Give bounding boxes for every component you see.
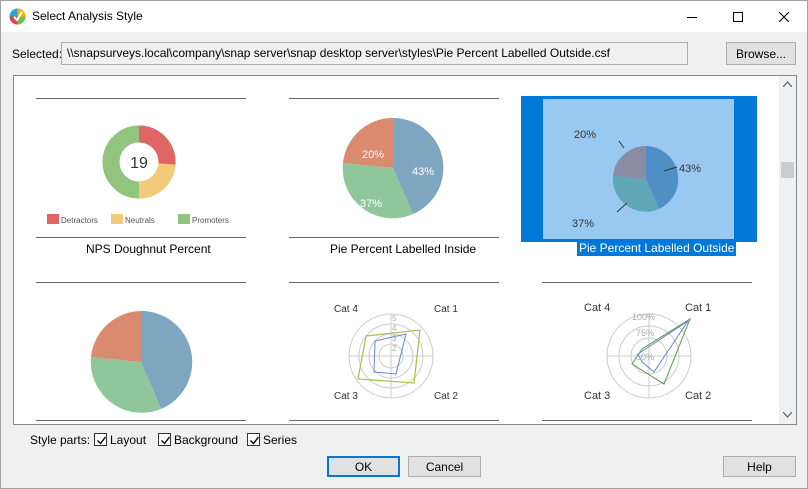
radar-tick-5: 5 <box>392 314 397 323</box>
pie-slice-37 <box>342 163 413 219</box>
nps-doughnut-chart: 19 <box>102 125 176 199</box>
checkmark-icon <box>250 436 260 445</box>
selected-path-field[interactable]: \\snapsurveys.local\company\snap server\… <box>61 42 688 65</box>
radar-tick-3: 3 <box>392 334 397 343</box>
title-bar: Select Analysis Style <box>1 1 807 32</box>
legend-swatch-detractors <box>47 214 59 224</box>
scroll-up-icon[interactable] <box>783 81 792 87</box>
tile-top-rule <box>542 282 752 283</box>
radar-cat-2: Cat 2 <box>685 390 712 402</box>
style-preview-background: 20% 43% 37% <box>543 99 734 239</box>
scroll-thumb[interactable] <box>781 162 794 178</box>
pie-slice-37 <box>612 176 659 212</box>
tile-top-rule <box>289 98 499 99</box>
radar-cat-1: Cat 1 <box>434 304 458 315</box>
pie-inside-chart: 43% 37% 20% <box>342 117 444 219</box>
checkmark-icon <box>161 436 171 445</box>
radar-tick-4: 4 <box>392 324 397 333</box>
pie-outside-chart: 20% 43% 37% <box>572 129 701 230</box>
selected-label: Selected: <box>12 47 63 61</box>
pie-label-43: 43% <box>679 163 701 175</box>
pie-slice-20 <box>343 117 393 168</box>
pie-slice-43 <box>646 146 679 209</box>
radar-tick-2: 2 <box>392 344 397 353</box>
tile-top-rule <box>36 98 246 99</box>
radar-chart-values: 5 4 3 2 <box>348 313 434 399</box>
style-parts-label: Style parts: <box>30 433 91 447</box>
tile-top-rule <box>289 282 499 283</box>
radar-cat-4: Cat 4 <box>584 302 611 314</box>
layout-checkbox[interactable] <box>94 433 107 446</box>
style-tile-nps-doughnut[interactable]: 19 Detractors Neutrals Promoters NPS Dou… <box>14 76 264 266</box>
checkmark-icon <box>97 436 107 445</box>
radar-cat-4: Cat 4 <box>334 304 358 315</box>
pie-label-37: 37% <box>360 198 382 210</box>
doughnut-center-value: 19 <box>130 155 148 172</box>
tile-bottom-rule <box>36 237 246 238</box>
series-checkbox-label[interactable]: Series <box>263 433 298 447</box>
maximize-icon <box>733 11 743 22</box>
pie-slice-43 <box>393 117 444 214</box>
tile-bottom-rule <box>542 420 752 421</box>
radar-chart-percent: 100% 75% 50% <box>606 312 692 399</box>
style-tile-pie-plain[interactable] <box>14 266 264 424</box>
radar-tick-75: 75% <box>636 328 654 338</box>
doughnut-detractors-segment <box>138 125 176 165</box>
legend-swatch-neutrals <box>111 214 123 224</box>
maximize-button[interactable] <box>715 1 761 32</box>
style-tile-pie-outside[interactable]: 20% 43% 37% Pie Percent Labelled Outside <box>14 76 796 266</box>
legend-label-detractors: Detractors <box>61 216 98 225</box>
pie-slice-green <box>90 357 161 413</box>
radar-cat-3: Cat 3 <box>334 391 358 402</box>
pie-slice-red <box>91 311 141 362</box>
radar-tick-50: 50% <box>636 352 654 362</box>
pie-label-20: 20% <box>574 129 596 141</box>
pie-label-20: 20% <box>362 149 384 161</box>
tile-bottom-rule <box>36 420 246 421</box>
style-name-selected: Pie Percent Labelled Outside <box>577 240 737 256</box>
minimize-icon <box>687 16 697 18</box>
legend-label-neutrals: Neutrals <box>125 216 155 225</box>
tile-top-rule <box>36 282 246 283</box>
series-checkbox[interactable] <box>247 433 260 446</box>
close-button[interactable] <box>761 1 807 32</box>
legend-label-promoters: Promoters <box>192 216 229 225</box>
window-title: Select Analysis Style <box>32 9 143 23</box>
radar-tick-100: 100% <box>632 312 655 322</box>
snap-app-icon <box>9 8 26 25</box>
layout-checkbox-label[interactable]: Layout <box>110 433 147 447</box>
pie-label-37: 37% <box>572 218 594 230</box>
style-tile-radar-values[interactable]: 5 4 3 2 Cat 4 Cat 1 Cat 3 Cat 2 <box>264 266 514 424</box>
close-icon <box>779 11 789 22</box>
scroll-down-icon[interactable] <box>783 412 792 418</box>
style-tile-radar-percent[interactable]: 100% 75% 50% Cat 4 Cat 1 Cat 3 Cat 2 <box>514 266 784 424</box>
pie-slice-20 <box>613 145 646 179</box>
style-name: Pie Percent Labelled Inside <box>330 242 477 256</box>
tile-bottom-rule <box>289 420 499 421</box>
pie-slice-blue <box>141 310 193 409</box>
background-checkbox-label[interactable]: Background <box>174 433 239 447</box>
minimize-button[interactable] <box>669 1 715 32</box>
doughnut-neutrals-segment <box>138 162 176 199</box>
radar-cat-1: Cat 1 <box>685 302 712 314</box>
legend-swatch-promoters <box>178 214 190 224</box>
cancel-button[interactable]: Cancel <box>408 456 481 477</box>
style-name: NPS Doughnut Percent <box>86 242 211 256</box>
browse-button[interactable]: Browse... <box>726 42 796 65</box>
selection-highlight: 20% 43% 37% <box>521 96 757 242</box>
help-button[interactable]: Help <box>723 456 796 477</box>
pie-plain-chart <box>90 310 193 413</box>
style-tile-pie-inside[interactable]: 43% 37% 20% Pie Percent Labelled Inside <box>14 76 514 266</box>
tile-bottom-rule <box>289 237 499 238</box>
style-gallery[interactable]: 19 Detractors Neutrals Promoters NPS Dou… <box>13 75 797 425</box>
radar-cat-3: Cat 3 <box>584 390 611 402</box>
gallery-scrollbar[interactable] <box>779 76 796 424</box>
background-checkbox[interactable] <box>158 433 171 446</box>
radar-cat-2: Cat 2 <box>434 391 458 402</box>
pie-label-43: 43% <box>412 166 434 178</box>
ok-button[interactable]: OK <box>327 456 400 477</box>
